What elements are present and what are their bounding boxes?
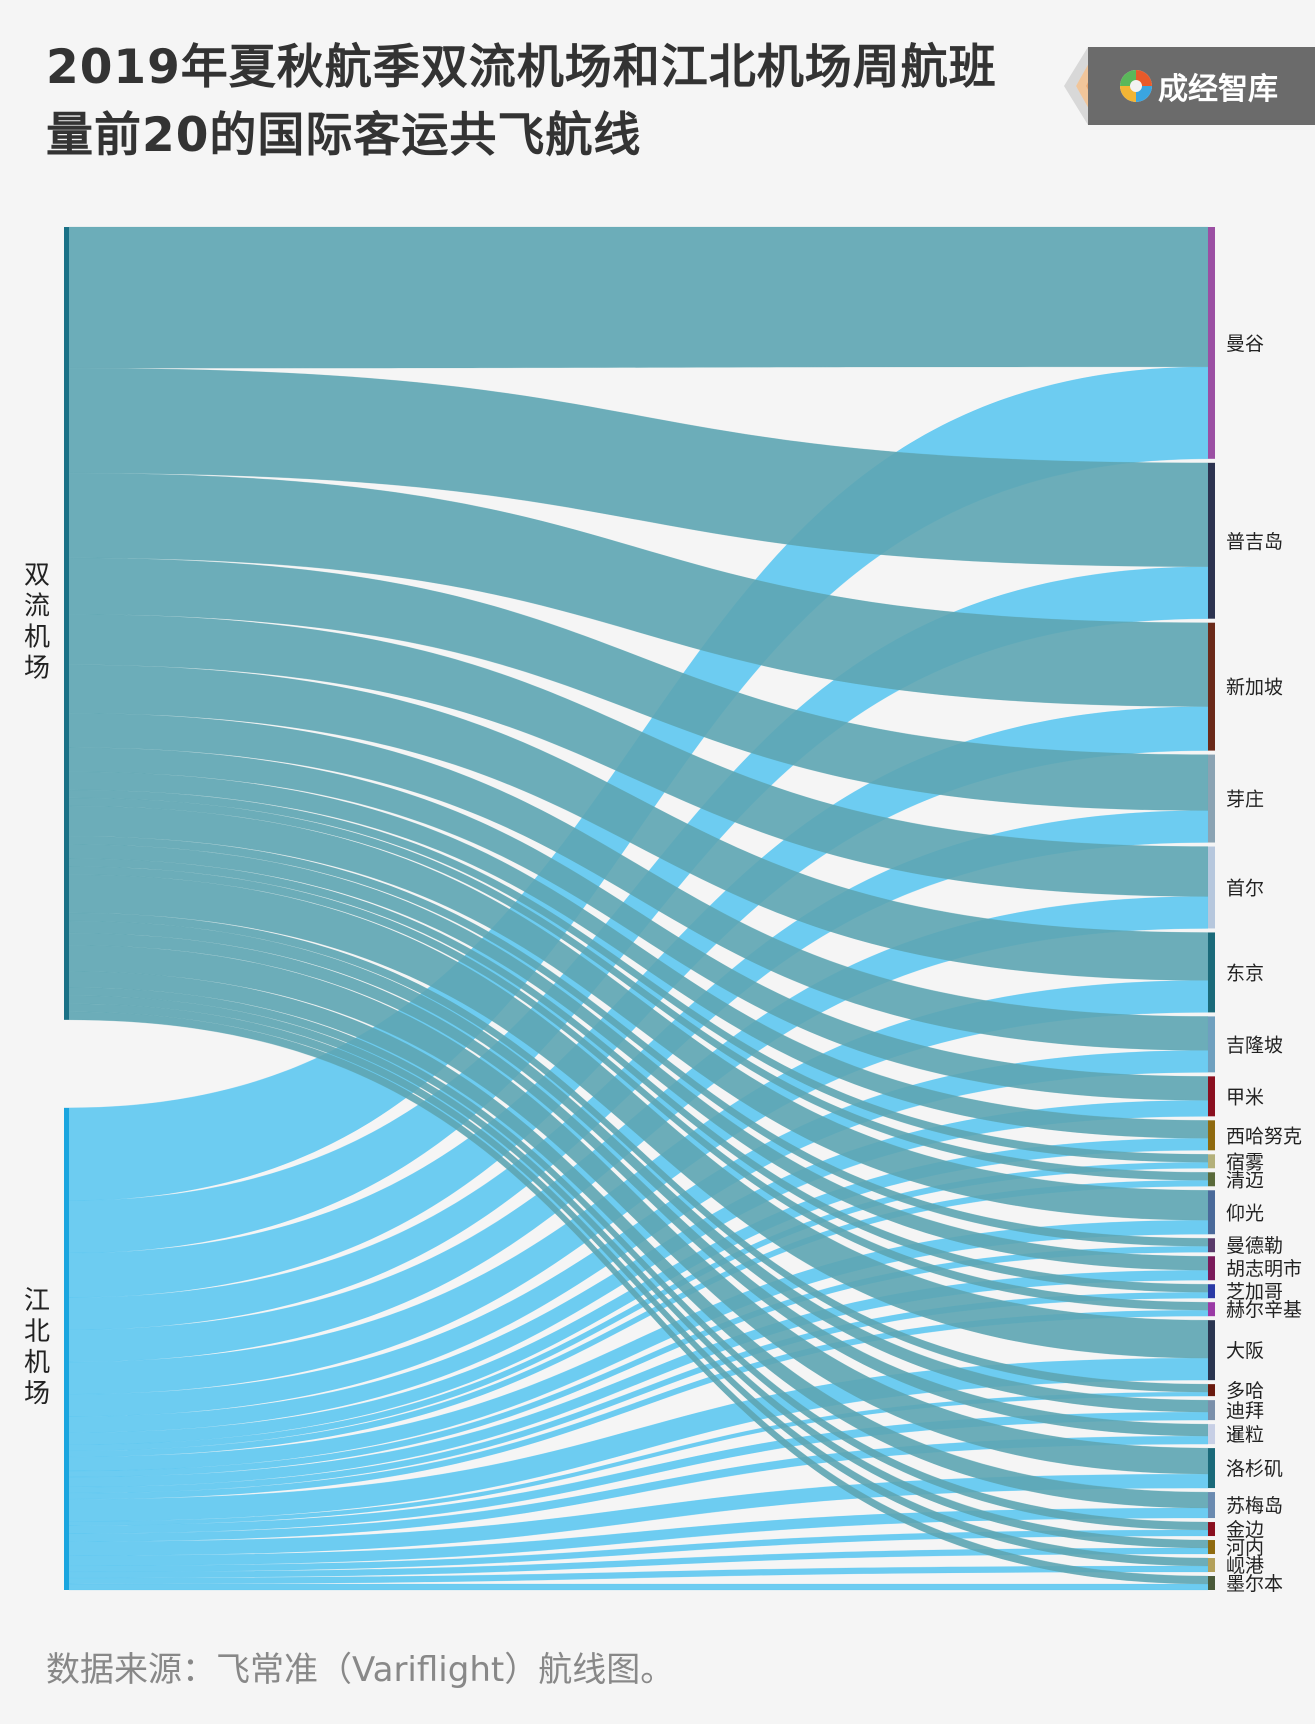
source-label-char: 机 (24, 622, 50, 652)
target-label-23: 河内 (1226, 1537, 1264, 1559)
target-label-9: 宿雾 (1226, 1151, 1264, 1173)
target-label-14: 芝加哥 (1226, 1281, 1283, 1303)
target-node-19 (1208, 1424, 1215, 1445)
target-node-7 (1208, 1076, 1215, 1117)
target-node-15 (1208, 1302, 1215, 1317)
target-node-17 (1208, 1384, 1215, 1397)
flow-0-0 (68, 226, 1209, 369)
target-label-25: 墨尔本 (1226, 1573, 1283, 1595)
target-node-12 (1208, 1238, 1215, 1253)
source-label-char: 机 (24, 1348, 50, 1378)
source-node-1 (64, 1107, 69, 1590)
target-node-14 (1208, 1284, 1215, 1299)
target-node-18 (1208, 1400, 1215, 1421)
target-label-19: 暹粒 (1226, 1424, 1264, 1446)
source-label-0: 双流机场 (24, 560, 50, 683)
target-label-8: 西哈努克 (1226, 1125, 1302, 1147)
target-node-20 (1208, 1448, 1215, 1489)
target-node-9 (1208, 1154, 1215, 1169)
target-label-15: 赫尔辛基 (1226, 1299, 1302, 1321)
target-node-16 (1208, 1320, 1215, 1381)
flow-1-12 (68, 1245, 1209, 1478)
source-label-char: 流 (24, 591, 50, 621)
target-label-18: 迪拜 (1226, 1400, 1264, 1422)
source-label-1: 江北机场 (24, 1286, 50, 1409)
brand-name: 成经智库 (1158, 72, 1278, 107)
source-label-char: 北 (24, 1317, 50, 1347)
source-node-0 (64, 227, 69, 1020)
flow-1-16 (68, 1357, 1209, 1522)
target-node-13 (1208, 1256, 1215, 1281)
target-label-12: 曼德勒 (1226, 1235, 1283, 1257)
source-label-char: 场 (24, 1379, 50, 1409)
data-source-note: 数据来源：飞常准（Variflight）航线图。 (46, 1650, 675, 1690)
target-node-2 (1208, 622, 1215, 751)
sankey-links (68, 226, 1209, 1591)
target-label-24: 岘港 (1226, 1555, 1264, 1577)
target-node-10 (1208, 1172, 1215, 1187)
target-label-0: 曼谷 (1226, 333, 1264, 355)
flow-1-19 (68, 1435, 1209, 1542)
source-label-char: 场 (24, 653, 50, 683)
target-node-8 (1208, 1120, 1215, 1151)
target-label-20: 洛杉矶 (1226, 1458, 1283, 1480)
target-label-16: 大阪 (1226, 1340, 1264, 1362)
target-label-21: 苏梅岛 (1226, 1495, 1283, 1517)
target-node-5 (1208, 932, 1215, 1013)
flow-1-11 (68, 1219, 1209, 1472)
target-label-17: 多哈 (1226, 1380, 1264, 1402)
title-line-1: 2019年夏秋航季双流机场和江北机场周航班 (46, 40, 997, 95)
target-label-3: 芽庄 (1226, 789, 1264, 811)
target-label-13: 胡志明市 (1226, 1258, 1302, 1280)
target-node-1 (1208, 462, 1215, 619)
target-label-7: 甲米 (1226, 1086, 1264, 1108)
target-node-24 (1208, 1558, 1215, 1573)
target-node-25 (1208, 1576, 1215, 1590)
target-node-22 (1208, 1522, 1215, 1537)
target-label-5: 东京 (1226, 962, 1264, 984)
target-node-11 (1208, 1190, 1215, 1235)
flow-1-7 (68, 1100, 1209, 1433)
target-label-6: 吉隆坡 (1226, 1034, 1283, 1056)
target-label-4: 首尔 (1226, 877, 1264, 899)
target-node-6 (1208, 1016, 1215, 1073)
flow-1-25 (68, 1583, 1209, 1591)
target-node-3 (1208, 754, 1215, 843)
brand-badge: 成经智库 (1040, 30, 1315, 150)
target-node-0 (1208, 227, 1215, 459)
title-line-2: 量前20的国际客运共飞航线 (46, 108, 642, 163)
target-label-2: 新加坡 (1226, 677, 1283, 699)
target-node-21 (1208, 1492, 1215, 1519)
brand-logo-icon (1120, 70, 1152, 102)
flow-1-15 (68, 1309, 1209, 1500)
chart-title: 2019年夏秋航季双流机场和江北机场周航班 量前20的国际客运共飞航线 (46, 34, 997, 170)
target-node-4 (1208, 846, 1215, 929)
source-label-char: 双 (24, 560, 50, 590)
flow-1-14 (68, 1291, 1209, 1494)
flow-1-17 (68, 1391, 1209, 1526)
target-label-11: 仰光 (1226, 1202, 1264, 1224)
source-label-char: 江 (24, 1286, 50, 1316)
target-label-1: 普吉岛 (1226, 531, 1283, 553)
flow-1-13 (68, 1269, 1209, 1488)
target-label-10: 清迈 (1226, 1169, 1264, 1191)
sankey-labels: 曼谷普吉岛新加坡芽庄首尔东京吉隆坡甲米西哈努克宿雾清迈仰光曼德勒胡志明市芝加哥赫… (24, 333, 1302, 1595)
target-label-22: 金边 (1226, 1519, 1264, 1541)
sankey-nodes (64, 227, 1215, 1590)
target-node-23 (1208, 1540, 1215, 1555)
